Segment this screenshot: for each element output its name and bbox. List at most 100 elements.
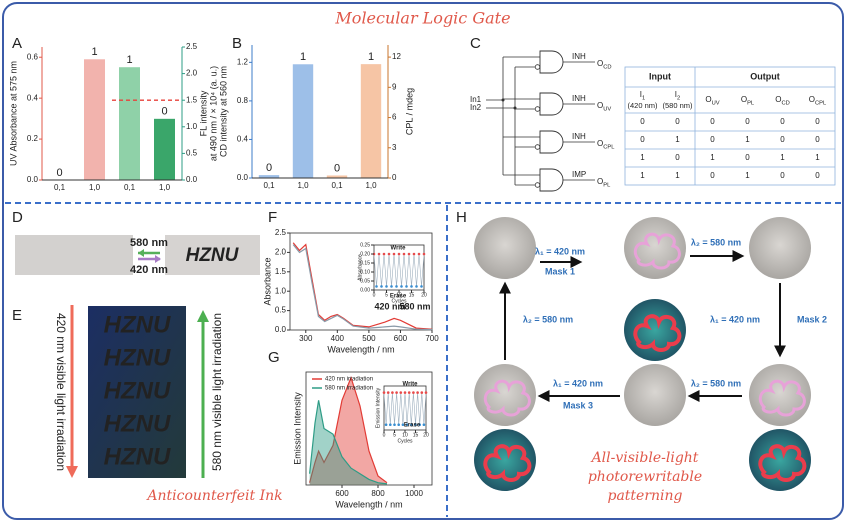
table-cell: 0 <box>745 153 750 162</box>
marker <box>380 285 383 288</box>
area <box>309 400 387 485</box>
sub-label: I2 <box>675 90 680 101</box>
x-tick-label: 20 <box>421 292 427 298</box>
marker <box>412 252 416 256</box>
y2-tick-label: 6 <box>392 113 397 122</box>
x-tick-label: 400 <box>331 334 345 343</box>
marker <box>407 252 411 256</box>
label-sub: 2 <box>677 95 680 101</box>
table-cell: 0 <box>745 117 750 126</box>
table-cell: 0 <box>780 117 785 126</box>
annotation: 420 nm <box>374 301 405 311</box>
y2-tick-label: 1.0 <box>186 122 198 131</box>
x-axis-label: Cycles <box>391 298 407 304</box>
plot-frame <box>289 232 433 331</box>
y-tick-label: 0.15 <box>360 260 370 266</box>
marker <box>389 423 392 427</box>
y-tick-label: 0.0 <box>27 175 39 184</box>
sub-label: OUV <box>705 95 719 106</box>
line <box>292 242 433 330</box>
gate-label: INH <box>572 132 586 141</box>
panel-letter: F <box>268 209 277 226</box>
label-sub: PL <box>747 100 754 106</box>
x-tick-label: 600 <box>394 334 408 343</box>
y-axis-label: Absorbance <box>357 254 363 281</box>
table-cell: 0 <box>815 171 820 180</box>
x-tick-label: 0,1 <box>54 183 66 192</box>
light-label: λ₁ = 420 nm <box>710 314 760 324</box>
y-tick-label: 0.00 <box>360 287 370 293</box>
photo <box>88 306 186 478</box>
marker <box>395 391 398 394</box>
line <box>309 375 388 484</box>
label-sub: PL <box>603 182 610 188</box>
table-cell: 0 <box>815 135 820 144</box>
marker <box>416 391 419 394</box>
pattern <box>633 314 682 352</box>
x-tick-label: 700 <box>425 334 439 343</box>
annotation: Erase <box>390 294 407 300</box>
x-tick-label: 800 <box>371 489 385 498</box>
marker <box>384 423 388 427</box>
marker <box>399 391 403 394</box>
x-tick-label: 20 <box>423 432 429 438</box>
marker <box>420 285 423 288</box>
panel-letter: H <box>456 209 467 226</box>
marker <box>417 252 421 256</box>
photo <box>15 235 133 275</box>
legend-label: 420 nm irradiation <box>325 377 373 383</box>
marker <box>405 423 409 427</box>
x-axis-label: Wavelength / nm <box>335 499 402 509</box>
y2-tick-label: 0.5 <box>186 149 198 158</box>
table-cell: 1 <box>745 135 750 144</box>
marker <box>401 423 405 427</box>
x-tick-label: 1,0 <box>89 183 101 192</box>
label-base: O <box>597 101 603 110</box>
legend-label: 580 nm irradiation <box>325 386 373 392</box>
photo-rows: HZNU HZNU HZNU HZNU HZNU <box>104 311 171 470</box>
side-label: 580 nm visible light irradiation <box>210 313 224 471</box>
group-header: Input <box>649 71 671 81</box>
y-tick-label: 0.05 <box>360 278 370 284</box>
label-sub: CD <box>603 64 611 70</box>
label-base: O <box>775 95 781 104</box>
column-note: (420 nm) <box>627 101 658 110</box>
x-axis-label: Cycles <box>397 438 413 444</box>
mask-label: Mask 1 <box>545 266 575 276</box>
y-tick-label: 1.0 <box>275 286 287 295</box>
table-cell: 1 <box>675 171 680 180</box>
y-tick-label: 2.0 <box>275 248 287 257</box>
y-axis-label: Absorbance <box>262 257 272 305</box>
logic-output: 1 <box>91 46 97 58</box>
x-tick-label: 0 <box>373 292 376 298</box>
x-tick-label: 5 <box>385 292 388 298</box>
panel-letter: G <box>268 349 280 366</box>
marker <box>395 285 398 288</box>
marker <box>410 285 413 288</box>
marker <box>403 391 407 394</box>
y-axis-label: UV Absorbance at 575 nm <box>8 61 18 166</box>
marker <box>410 423 413 427</box>
logic-output: 0 <box>334 162 340 174</box>
plot-frame <box>373 244 425 291</box>
caption-line: patterning <box>607 488 682 504</box>
y-axis-label: CD intensity at 560 nm <box>218 66 228 157</box>
table-cell: 0 <box>710 117 715 126</box>
label-sub: UV <box>603 106 611 112</box>
x-tick-label: 10 <box>402 432 408 438</box>
table-cell: 1 <box>640 153 645 162</box>
sub-label: OPL <box>741 95 754 106</box>
label-sub: CPL <box>603 144 614 150</box>
line <box>309 400 388 485</box>
y2-tick-label: 2.5 <box>186 42 198 51</box>
y-tick-label: 0.0 <box>237 173 249 182</box>
y-tick-label: 0.2 <box>27 134 39 143</box>
x-tick-label: 1,0 <box>365 181 377 190</box>
logic-output: 1 <box>300 51 306 63</box>
table-cell: 0 <box>640 117 645 126</box>
marker <box>420 391 424 394</box>
x-tick-label: 500 <box>362 334 376 343</box>
bar <box>84 59 105 180</box>
x-tick-label: 5 <box>393 432 396 438</box>
